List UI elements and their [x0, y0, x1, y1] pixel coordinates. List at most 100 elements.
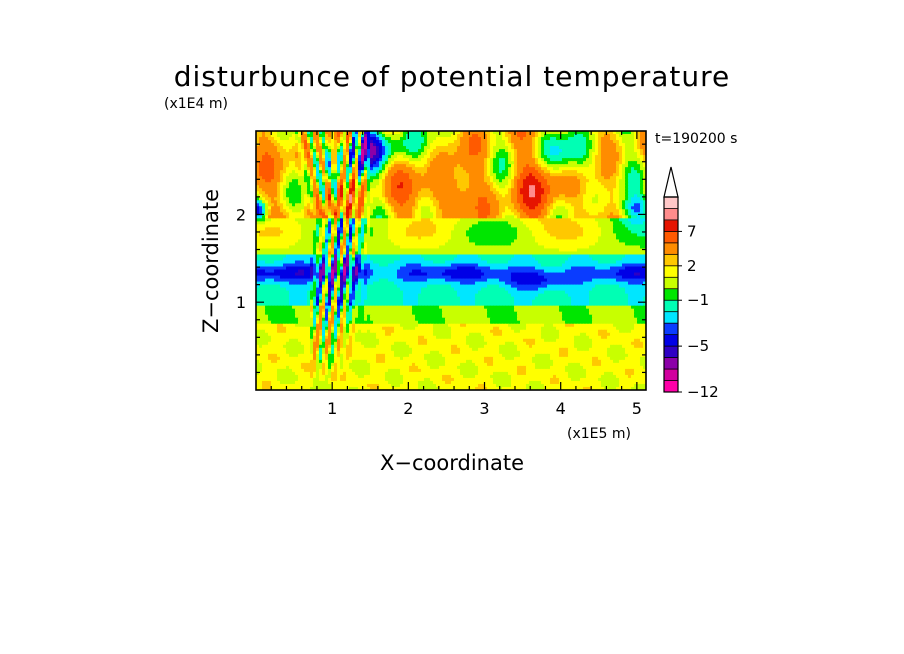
heatmap-cell: [346, 149, 350, 153]
heatmap-cell: [400, 203, 404, 207]
heatmap-cell: [439, 194, 443, 198]
heatmap-cell: [397, 239, 401, 244]
heatmap-cell: [403, 236, 407, 241]
heatmap-cell: [637, 167, 641, 171]
heatmap-cell: [622, 176, 626, 180]
heatmap-cell: [628, 233, 632, 238]
heatmap-cell: [319, 158, 323, 162]
heatmap-cell: [358, 239, 362, 244]
heatmap-cell: [364, 173, 368, 177]
heatmap-cell: [289, 170, 293, 174]
heatmap-cell: [397, 242, 401, 247]
heatmap-cell: [352, 218, 356, 222]
heatmap-cell: [442, 194, 446, 198]
heatmap-cell: [277, 188, 281, 192]
heatmap-cell: [325, 203, 329, 207]
heatmap-cell: [445, 236, 449, 241]
heatmap-cell: [577, 215, 581, 219]
heatmap-cell: [418, 215, 422, 219]
heatmap-cell: [607, 152, 611, 156]
heatmap-cell: [295, 176, 299, 180]
heatmap-cell: [487, 230, 491, 234]
heatmap-cell: [256, 176, 260, 180]
heatmap-cell: [469, 224, 473, 228]
heatmap-cell: [502, 203, 506, 207]
heatmap-cell: [451, 191, 455, 195]
heatmap-cell: [484, 206, 488, 210]
heatmap-cell: [562, 152, 566, 156]
heatmap-cell: [574, 155, 578, 159]
heatmap-cell: [415, 239, 419, 244]
heatmap-cell: [556, 200, 560, 204]
heatmap-cell: [502, 227, 506, 231]
heatmap-cell: [640, 176, 644, 180]
heatmap-cell: [532, 152, 536, 156]
heatmap-cell: [535, 230, 539, 234]
heatmap-cell: [325, 212, 329, 216]
heatmap-cell: [583, 188, 587, 192]
heatmap-cell: [484, 221, 488, 225]
heatmap-cell: [565, 152, 569, 156]
heatmap-cell: [439, 227, 443, 231]
heatmap-cell: [277, 137, 281, 141]
heatmap-cell: [262, 143, 266, 147]
heatmap-cell: [283, 230, 287, 234]
heatmap-cell: [433, 221, 437, 225]
heatmap-cell: [274, 242, 278, 247]
heatmap-cell: [286, 197, 290, 201]
heatmap-cell: [364, 209, 368, 213]
heatmap-cell: [523, 230, 527, 234]
heatmap-cell: [316, 179, 320, 183]
heatmap-cell: [457, 242, 461, 247]
heatmap-cell: [556, 233, 560, 238]
heatmap-cell: [625, 230, 629, 234]
heatmap-cell: [322, 200, 326, 204]
heatmap-cell: [487, 182, 491, 186]
heatmap-cell: [586, 197, 590, 201]
heatmap-cell: [535, 173, 539, 177]
heatmap-cell: [532, 155, 536, 159]
heatmap-cell: [478, 179, 482, 183]
heatmap-cell: [616, 230, 620, 234]
heatmap-cell: [523, 212, 527, 216]
heatmap-cell: [589, 176, 593, 180]
heatmap-cell: [430, 218, 434, 222]
heatmap-cell: [403, 164, 407, 168]
heatmap-cell: [448, 182, 452, 186]
heatmap-cell: [493, 176, 497, 180]
heatmap-cell: [505, 164, 509, 168]
heatmap-cell: [553, 158, 557, 162]
heatmap-cell: [418, 179, 422, 183]
heatmap-cell: [280, 137, 284, 141]
heatmap-cell: [352, 137, 356, 141]
heatmap-cell: [382, 203, 386, 207]
heatmap-cell: [364, 188, 368, 192]
heatmap-cell: [571, 134, 575, 138]
heatmap-cell: [391, 227, 395, 231]
heatmap-cell: [547, 182, 551, 186]
heatmap-cell: [277, 182, 281, 186]
heatmap-cell: [328, 191, 332, 195]
heatmap-cell: [436, 212, 440, 216]
heatmap-cell: [592, 155, 596, 159]
heatmap-cell: [298, 194, 302, 198]
heatmap-cell: [472, 236, 476, 241]
heatmap-cell: [514, 191, 518, 195]
heatmap-cell: [325, 209, 329, 213]
heatmap-cell: [340, 149, 344, 153]
heatmap-cell: [343, 167, 347, 171]
heatmap-cell: [391, 152, 395, 156]
heatmap-cell: [277, 146, 281, 150]
heatmap-cell: [541, 158, 545, 162]
heatmap-cell: [547, 146, 551, 150]
heatmap-cell: [547, 167, 551, 171]
heatmap-cell: [478, 227, 482, 231]
heatmap-cell: [334, 149, 338, 153]
heatmap-cell: [370, 245, 374, 250]
heatmap-cell: [367, 188, 371, 192]
heatmap-cell: [274, 230, 278, 234]
heatmap-cell: [349, 203, 353, 207]
heatmap-cell: [337, 134, 341, 138]
heatmap-cell: [382, 149, 386, 153]
heatmap-cell: [403, 239, 407, 244]
